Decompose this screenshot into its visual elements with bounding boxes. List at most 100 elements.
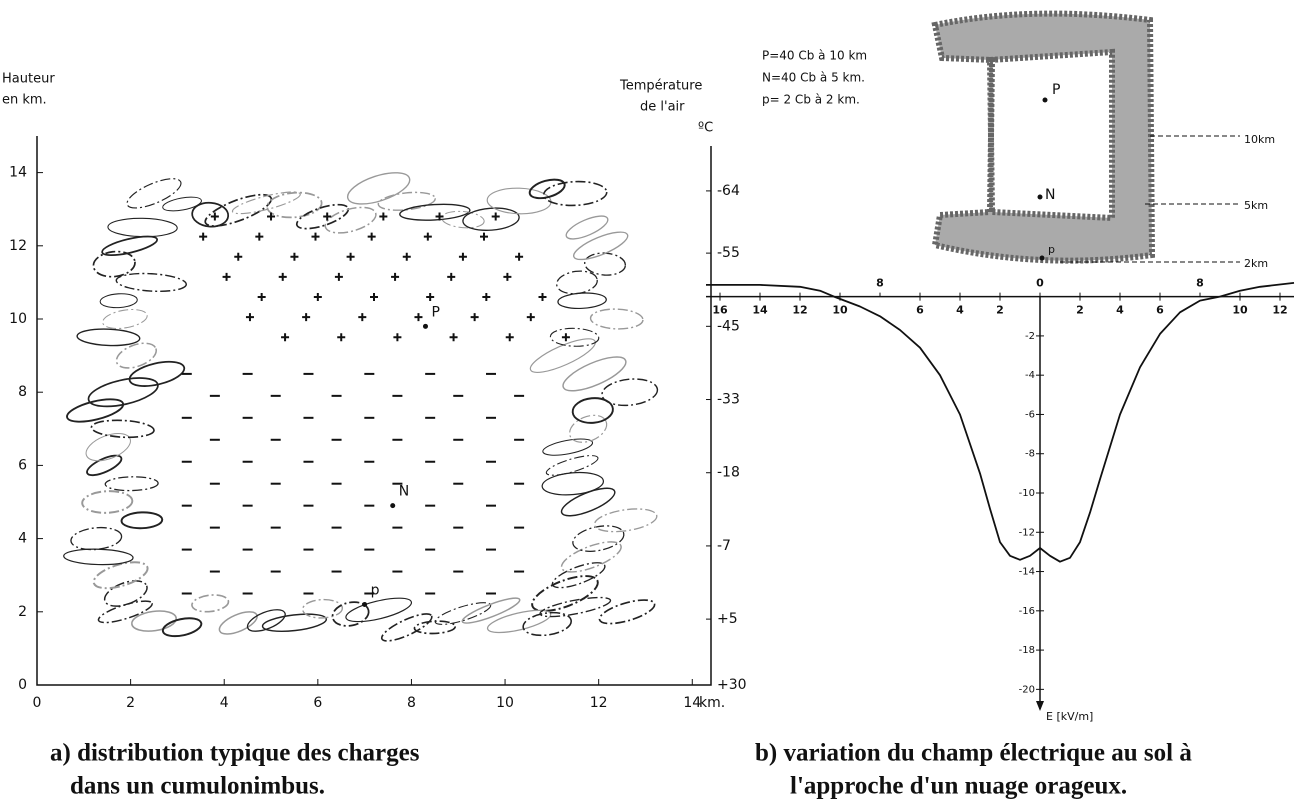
- cloud-swirl: [266, 191, 323, 219]
- cloud-a: [63, 172, 659, 642]
- cloud-swirl: [541, 471, 605, 496]
- y-tick-label: 14: [9, 165, 27, 181]
- positive-charge: [447, 272, 456, 281]
- positive-charge: [370, 293, 378, 302]
- x-tick-label: 2: [126, 695, 135, 711]
- y2-tick-label: -45: [717, 318, 740, 334]
- cloud-swirl: [331, 601, 370, 627]
- charge-center: [422, 323, 428, 329]
- charge-label: p: [371, 582, 380, 598]
- positive-charge: [491, 212, 500, 221]
- cloud-swirl: [573, 231, 629, 261]
- positive-charge: [423, 232, 432, 241]
- positive-charge: [278, 272, 287, 281]
- y-tick-label: 6: [18, 457, 27, 473]
- x-unit: km.: [699, 695, 725, 711]
- positive-charge: [503, 272, 512, 281]
- y2-tick-label: -7: [717, 538, 731, 554]
- cloud-swirl: [565, 215, 609, 240]
- field-curve: [706, 282, 1295, 563]
- y2-label: ºC: [698, 121, 713, 136]
- cloud-b: [931, 10, 1156, 264]
- cloud-swirl: [103, 580, 148, 607]
- positive-charge: [391, 272, 400, 281]
- x-tick-label: 8: [407, 695, 416, 711]
- positive-charge: [402, 252, 411, 261]
- y-tick-label: 0: [18, 677, 27, 693]
- positive-charge: [379, 212, 388, 221]
- y2-tick-label: -18: [717, 465, 740, 481]
- level-label: 5km: [1244, 199, 1268, 212]
- positive-charge: [482, 293, 491, 302]
- cloud-swirl: [589, 308, 644, 330]
- caption: dans un cumulonimbus.: [70, 773, 325, 800]
- cloud-swirl: [542, 180, 608, 207]
- cloud-swirl: [97, 600, 153, 624]
- positive-charge: [515, 252, 524, 261]
- cloud-swirl: [161, 617, 203, 638]
- cloud-swirl: [99, 293, 138, 309]
- positive-charge: [199, 232, 208, 241]
- cloud-swirl: [115, 342, 157, 369]
- cloud-swirl: [539, 596, 612, 618]
- cloud-swirl: [70, 526, 123, 551]
- positive-charge: [426, 293, 435, 302]
- cloud-swirl: [204, 193, 273, 227]
- cloud-swirl: [345, 597, 413, 623]
- level-label: 2km: [1244, 257, 1268, 270]
- cloud-swirl: [434, 602, 492, 625]
- cloud-swirl: [461, 597, 521, 624]
- y-tick-label: 8: [18, 384, 27, 400]
- cloud-swirl: [346, 172, 411, 205]
- charge-label: P: [431, 304, 439, 320]
- cloud-swirl: [593, 508, 658, 533]
- y-tick-label: -12: [1019, 527, 1035, 538]
- caption: b) variation du champ électrique au sol …: [755, 740, 1192, 767]
- y2-tick-label: -33: [717, 392, 740, 408]
- cloud-swirl: [441, 210, 485, 229]
- x-tick-label: 0: [33, 695, 42, 711]
- cloud-point-label: p: [1048, 243, 1055, 256]
- cloud-swirl: [542, 438, 594, 456]
- x-tick-label: 6: [916, 304, 924, 317]
- positive-charge: [257, 293, 266, 302]
- y2-tick-label: +30: [717, 677, 747, 693]
- cloud-swirl: [218, 611, 258, 635]
- positive-charge: [538, 293, 547, 302]
- x-tick-label: 10: [496, 695, 514, 711]
- cloud-swirl: [246, 609, 286, 632]
- x2-tick-label: 8: [1196, 277, 1204, 290]
- cloud-swirl: [399, 203, 471, 221]
- y-label: Hauteur: [2, 72, 55, 87]
- y-tick-label: 12: [9, 238, 27, 254]
- cloud-swirl: [462, 207, 520, 231]
- cloud-swirl: [63, 548, 134, 566]
- charge-point: [1039, 255, 1045, 261]
- positive-charge: [470, 313, 479, 322]
- level-label: 10km: [1244, 133, 1275, 146]
- positive-charge: [561, 333, 570, 342]
- cloud-swirl: [81, 490, 134, 514]
- y2-label: de l'air: [640, 100, 685, 115]
- y2-tick-label: -64: [717, 183, 740, 199]
- charge-center: [362, 601, 368, 607]
- legend-text: P=40 Cb à 10 km: [762, 49, 867, 63]
- positive-charge: [393, 333, 402, 342]
- y-tick-label: -8: [1025, 449, 1035, 460]
- charge-point: [1042, 97, 1048, 103]
- x-tick-label: 10: [1232, 304, 1248, 317]
- x-tick-label: 2: [1076, 304, 1084, 317]
- cloud-swirl: [486, 609, 552, 634]
- cloud-swirl: [531, 575, 599, 612]
- charges-a: [181, 212, 570, 595]
- axis: [36, 136, 712, 686]
- charge-label: N: [399, 484, 409, 500]
- positive-charge: [222, 272, 231, 281]
- x-tick-label: 4: [220, 695, 229, 711]
- positive-charge: [346, 252, 355, 261]
- cloud-swirl: [66, 398, 125, 423]
- cloud-swirl: [295, 203, 350, 230]
- cloud-swirl: [101, 235, 158, 256]
- cloud-swirl: [126, 178, 182, 209]
- y-tick-label: -10: [1019, 488, 1035, 499]
